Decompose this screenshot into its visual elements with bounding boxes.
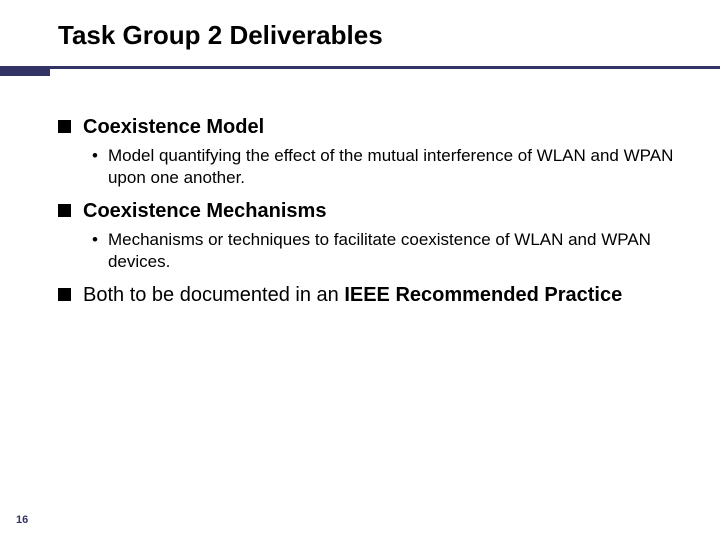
- item-text-part-bold: IEEE Recommended Practice: [344, 284, 622, 306]
- item-text-part: Both to be documented in an: [83, 284, 344, 306]
- slide: Task Group 2 Deliverables Coexistence Mo…: [0, 0, 720, 540]
- square-bullet-icon: [58, 204, 71, 217]
- title-rule-accent: [0, 66, 50, 76]
- square-bullet-icon: [58, 120, 71, 133]
- content-area: Coexistence Model • Model quantifying th…: [58, 115, 680, 313]
- list-item: Coexistence Mechanisms: [58, 199, 680, 223]
- slide-title: Task Group 2 Deliverables: [58, 20, 383, 51]
- sub-list-item: • Mechanisms or techniques to facilitate…: [92, 229, 680, 273]
- list-item: Both to be documented in an IEEE Recomme…: [58, 283, 680, 307]
- square-bullet-icon: [58, 288, 71, 301]
- item-text: Both to be documented in an IEEE Recomme…: [83, 283, 622, 307]
- dot-bullet-icon: •: [92, 229, 98, 251]
- sub-list-item: • Model quantifying the effect of the mu…: [92, 145, 680, 189]
- title-rule: [0, 66, 720, 69]
- list-item: Coexistence Model: [58, 115, 680, 139]
- page-number: 16: [16, 514, 28, 526]
- item-text: Coexistence Mechanisms: [83, 199, 326, 223]
- sub-item-text: Mechanisms or techniques to facilitate c…: [108, 229, 680, 273]
- dot-bullet-icon: •: [92, 145, 98, 167]
- sub-item-text: Model quantifying the effect of the mutu…: [108, 145, 680, 189]
- item-text: Coexistence Model: [83, 115, 264, 139]
